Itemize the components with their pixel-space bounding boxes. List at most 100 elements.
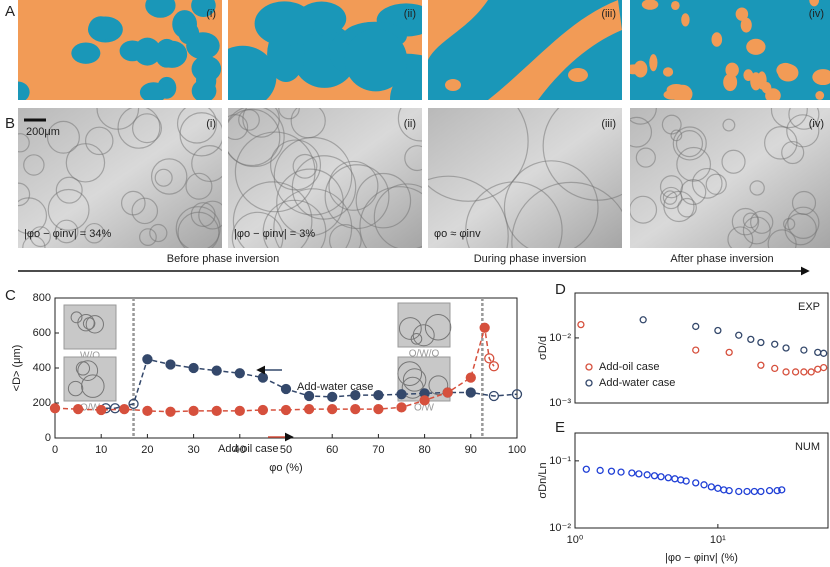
stage-label: After phase inversion — [670, 253, 773, 265]
bubble — [788, 108, 820, 130]
bubble — [30, 226, 51, 248]
plot-frame — [574, 292, 829, 404]
data-point — [700, 481, 708, 489]
x-tick-label: 70 — [372, 444, 384, 456]
bubble — [292, 153, 318, 179]
bubble — [465, 181, 563, 248]
bubble — [228, 108, 281, 167]
droplet — [71, 42, 101, 64]
bubble — [179, 112, 222, 157]
schematic — [630, 0, 830, 100]
inset-bubble — [397, 361, 423, 386]
micrograph — [428, 108, 622, 248]
bubble — [503, 160, 599, 248]
data-point — [488, 390, 500, 402]
bubble — [291, 155, 357, 220]
y-tick-label: 10⁻² — [549, 522, 571, 534]
data-point — [657, 473, 665, 481]
data-point — [373, 403, 384, 415]
micrograph-bg — [428, 108, 622, 248]
bubble — [428, 108, 529, 202]
inset-label: O/W — [80, 403, 101, 414]
bubble — [677, 197, 697, 218]
droplet — [191, 55, 222, 83]
x-axis-label: |φo − φinv| (%) — [665, 552, 738, 564]
droplet — [133, 37, 161, 66]
data-point — [582, 465, 590, 473]
droplet — [735, 7, 749, 21]
bubble — [177, 211, 220, 248]
data-point — [234, 405, 245, 417]
data-point — [49, 403, 61, 414]
bubble — [662, 190, 678, 205]
bubble — [324, 164, 390, 230]
data-point — [771, 340, 779, 348]
data-point — [714, 326, 722, 335]
data-point — [165, 359, 176, 370]
bubble — [750, 210, 774, 234]
bubble — [749, 180, 765, 196]
droplet — [641, 0, 659, 10]
bubble — [428, 175, 509, 248]
bubble — [150, 158, 188, 195]
data-point — [735, 487, 743, 496]
panel-letter: E — [555, 419, 565, 436]
y-tick-label: 10⁻³ — [549, 397, 571, 409]
bubble — [18, 182, 31, 207]
panel-label: (ii) — [404, 118, 416, 130]
droplet — [740, 17, 752, 33]
schematic — [428, 0, 622, 100]
data-point — [664, 474, 672, 482]
droplet — [145, 0, 176, 18]
inset-label: O/W — [414, 403, 435, 414]
bubble — [176, 108, 218, 144]
bubble — [228, 108, 285, 168]
bubble — [742, 212, 759, 229]
bubble — [635, 147, 656, 168]
bubble — [397, 108, 422, 142]
chart-label: NUM — [795, 441, 820, 453]
data-point — [257, 372, 269, 383]
x-tick-label: 100 — [508, 444, 526, 456]
data-point — [577, 320, 585, 329]
schematic — [18, 0, 222, 100]
x-tick-label: 20 — [141, 444, 153, 456]
data-point — [765, 487, 774, 495]
data-point — [819, 349, 828, 357]
y-tick-label: 400 — [33, 362, 51, 374]
data-point — [350, 389, 361, 401]
bubble — [18, 133, 30, 153]
bubble — [84, 126, 114, 156]
droplet — [186, 32, 220, 60]
bubble — [270, 139, 322, 191]
x-tick-label: 0 — [52, 444, 58, 456]
data-point — [757, 338, 765, 347]
data-point — [257, 404, 269, 416]
data-point — [128, 398, 139, 410]
data-point — [650, 472, 659, 480]
data-point — [819, 363, 828, 372]
droplet — [777, 63, 799, 82]
droplet — [757, 71, 767, 90]
plot-frame — [574, 432, 829, 529]
bubble — [373, 183, 422, 248]
scale-label: 200μm — [26, 126, 60, 138]
bubble — [232, 181, 313, 248]
bubble — [198, 200, 222, 230]
panel-letter: D — [555, 281, 566, 298]
inset-bubble — [428, 375, 449, 396]
data-point — [707, 483, 715, 491]
data-point — [596, 466, 604, 475]
panel-label: (i) — [206, 8, 216, 20]
data-point — [814, 365, 822, 373]
droplet — [18, 81, 30, 100]
data-point — [488, 361, 500, 372]
data-point — [119, 403, 130, 415]
data-point — [350, 403, 361, 415]
data-point — [628, 469, 636, 477]
panel-label: (ii) — [404, 8, 416, 20]
inset-bubble — [77, 360, 99, 381]
legend-label: Add-water case — [599, 377, 675, 389]
data-point — [814, 348, 822, 357]
droplet — [746, 38, 766, 55]
